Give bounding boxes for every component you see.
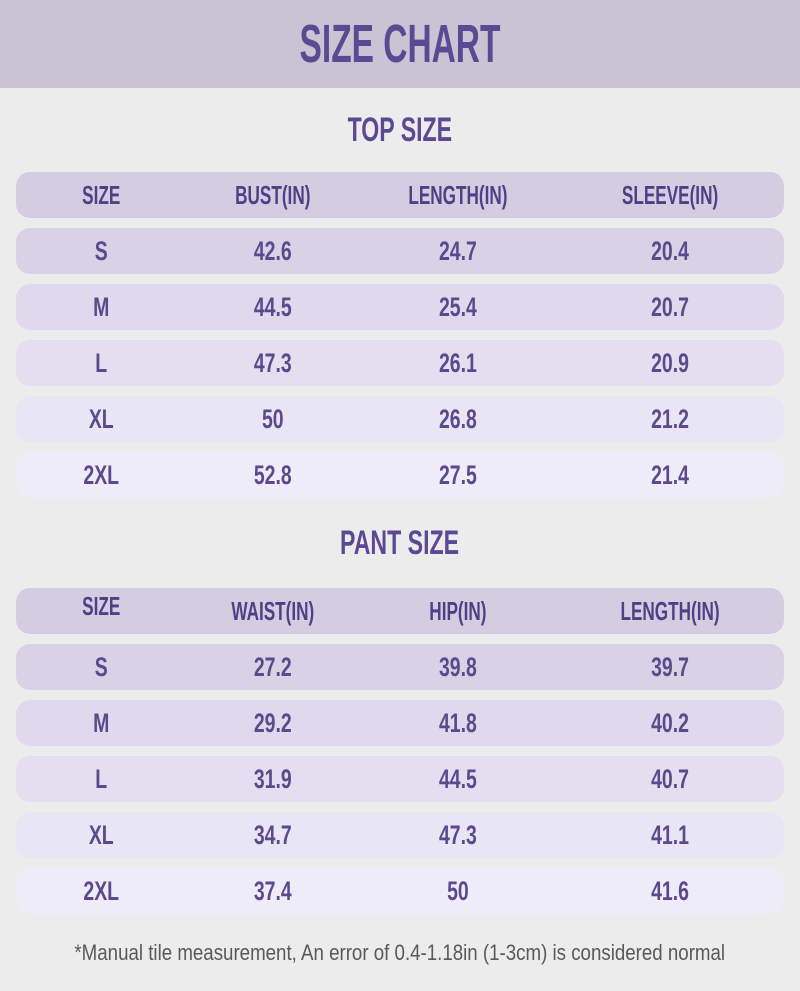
table-cell-value: 41.8 [439, 707, 477, 738]
table-row: 2XL 37.4 50 41.6 [16, 868, 784, 914]
table-cell-value: 50 [447, 875, 469, 906]
header-cell-length: LENGTH(IN) [620, 595, 720, 626]
table-row: 2XL 52.8 27.5 21.4 [16, 452, 784, 498]
table-cell-value: 26.1 [439, 347, 477, 378]
table-cell-value: 34.7 [254, 819, 293, 850]
header-cell-size: SIZE [82, 590, 121, 621]
table-cell-value: 21.4 [650, 459, 689, 490]
footer-note-wrap: *Manual tile measurement, An error of 0.… [0, 914, 800, 991]
table-cell-value: 26.8 [439, 403, 477, 434]
top-size-header-row: SIZE BUST(IN) LENGTH(IN) SLEEVE(IN) [16, 172, 784, 218]
header-cell-sleeve: SLEEVE(IN) [621, 179, 719, 210]
table-row: L 47.3 26.1 20.9 [16, 340, 784, 386]
table-cell-value: 40.7 [650, 763, 689, 794]
table-cell-value: 41.1 [650, 819, 689, 850]
header-cell-length: LENGTH(IN) [408, 179, 508, 210]
table-cell-value: 27.5 [439, 459, 477, 490]
table-row: M 29.2 41.8 40.2 [16, 700, 784, 746]
table-cell-size: S [94, 235, 108, 266]
table-cell-value: 47.3 [254, 347, 293, 378]
table-cell-value: 50 [262, 403, 285, 434]
table-cell-value: 29.2 [254, 707, 293, 738]
table-cell-value: 20.4 [650, 235, 689, 266]
table-row: S 42.6 24.7 20.4 [16, 228, 784, 274]
table-cell-value: 20.7 [650, 291, 689, 322]
table-cell-size: M [93, 291, 110, 322]
pant-size-table: SIZE WAIST(IN) HIP(IN) LENGTH(IN) S 27.2… [16, 588, 784, 914]
table-cell-size: 2XL [83, 459, 120, 490]
table-cell-value: 39.7 [650, 651, 689, 682]
table-cell-size: M [93, 707, 110, 738]
table-cell-value: 41.6 [650, 875, 689, 906]
header-cell-waist: WAIST(IN) [231, 595, 315, 626]
table-cell-value: 52.8 [254, 459, 293, 490]
table-cell-value: 44.5 [439, 763, 477, 794]
footer-note: *Manual tile measurement, An error of 0.… [74, 939, 726, 965]
pant-size-title: PANT SIZE [340, 523, 460, 562]
table-cell-size: XL [88, 819, 114, 850]
header-cell-size: SIZE [82, 179, 121, 210]
pant-size-title-wrap: PANT SIZE [0, 498, 800, 588]
table-cell-value: 20.9 [650, 347, 689, 378]
table-row: L 31.9 44.5 40.7 [16, 756, 784, 802]
table-cell-value: 47.3 [439, 819, 477, 850]
table-cell-value: 31.9 [254, 763, 293, 794]
top-size-section: TOP SIZE SIZE BUST(IN) LENGTH(IN) SLEEVE… [0, 88, 800, 498]
top-size-title: TOP SIZE [347, 110, 453, 149]
table-cell-value: 25.4 [439, 291, 477, 322]
table-cell-size: XL [88, 403, 114, 434]
table-row: S 27.2 39.8 39.7 [16, 644, 784, 690]
page-title: SIZE CHART [299, 14, 501, 74]
table-cell-value: 39.8 [439, 651, 477, 682]
pant-size-header-row: SIZE WAIST(IN) HIP(IN) LENGTH(IN) [16, 588, 784, 634]
table-cell-size: L [95, 347, 108, 378]
table-cell-value: 42.6 [254, 235, 293, 266]
table-cell-value: 40.2 [650, 707, 689, 738]
pant-size-section: PANT SIZE SIZE WAIST(IN) HIP(IN) LENGTH(… [0, 498, 800, 914]
table-row: XL 34.7 47.3 41.1 [16, 812, 784, 858]
top-size-title-wrap: TOP SIZE [0, 88, 800, 172]
table-cell-value: 24.7 [439, 235, 477, 266]
header-cell-hip: HIP(IN) [429, 595, 487, 626]
table-cell-size: L [95, 763, 108, 794]
page-header: SIZE CHART [0, 0, 800, 88]
table-cell-value: 27.2 [254, 651, 293, 682]
table-row: M 44.5 25.4 20.7 [16, 284, 784, 330]
table-cell-value: 21.2 [650, 403, 689, 434]
table-row: XL 50 26.8 21.2 [16, 396, 784, 442]
header-cell-bust: BUST(IN) [235, 179, 311, 210]
table-cell-size: 2XL [83, 875, 120, 906]
top-size-table: SIZE BUST(IN) LENGTH(IN) SLEEVE(IN) S 42… [16, 172, 784, 498]
table-cell-value: 44.5 [254, 291, 293, 322]
table-cell-value: 37.4 [254, 875, 293, 906]
table-cell-size: S [94, 651, 108, 682]
